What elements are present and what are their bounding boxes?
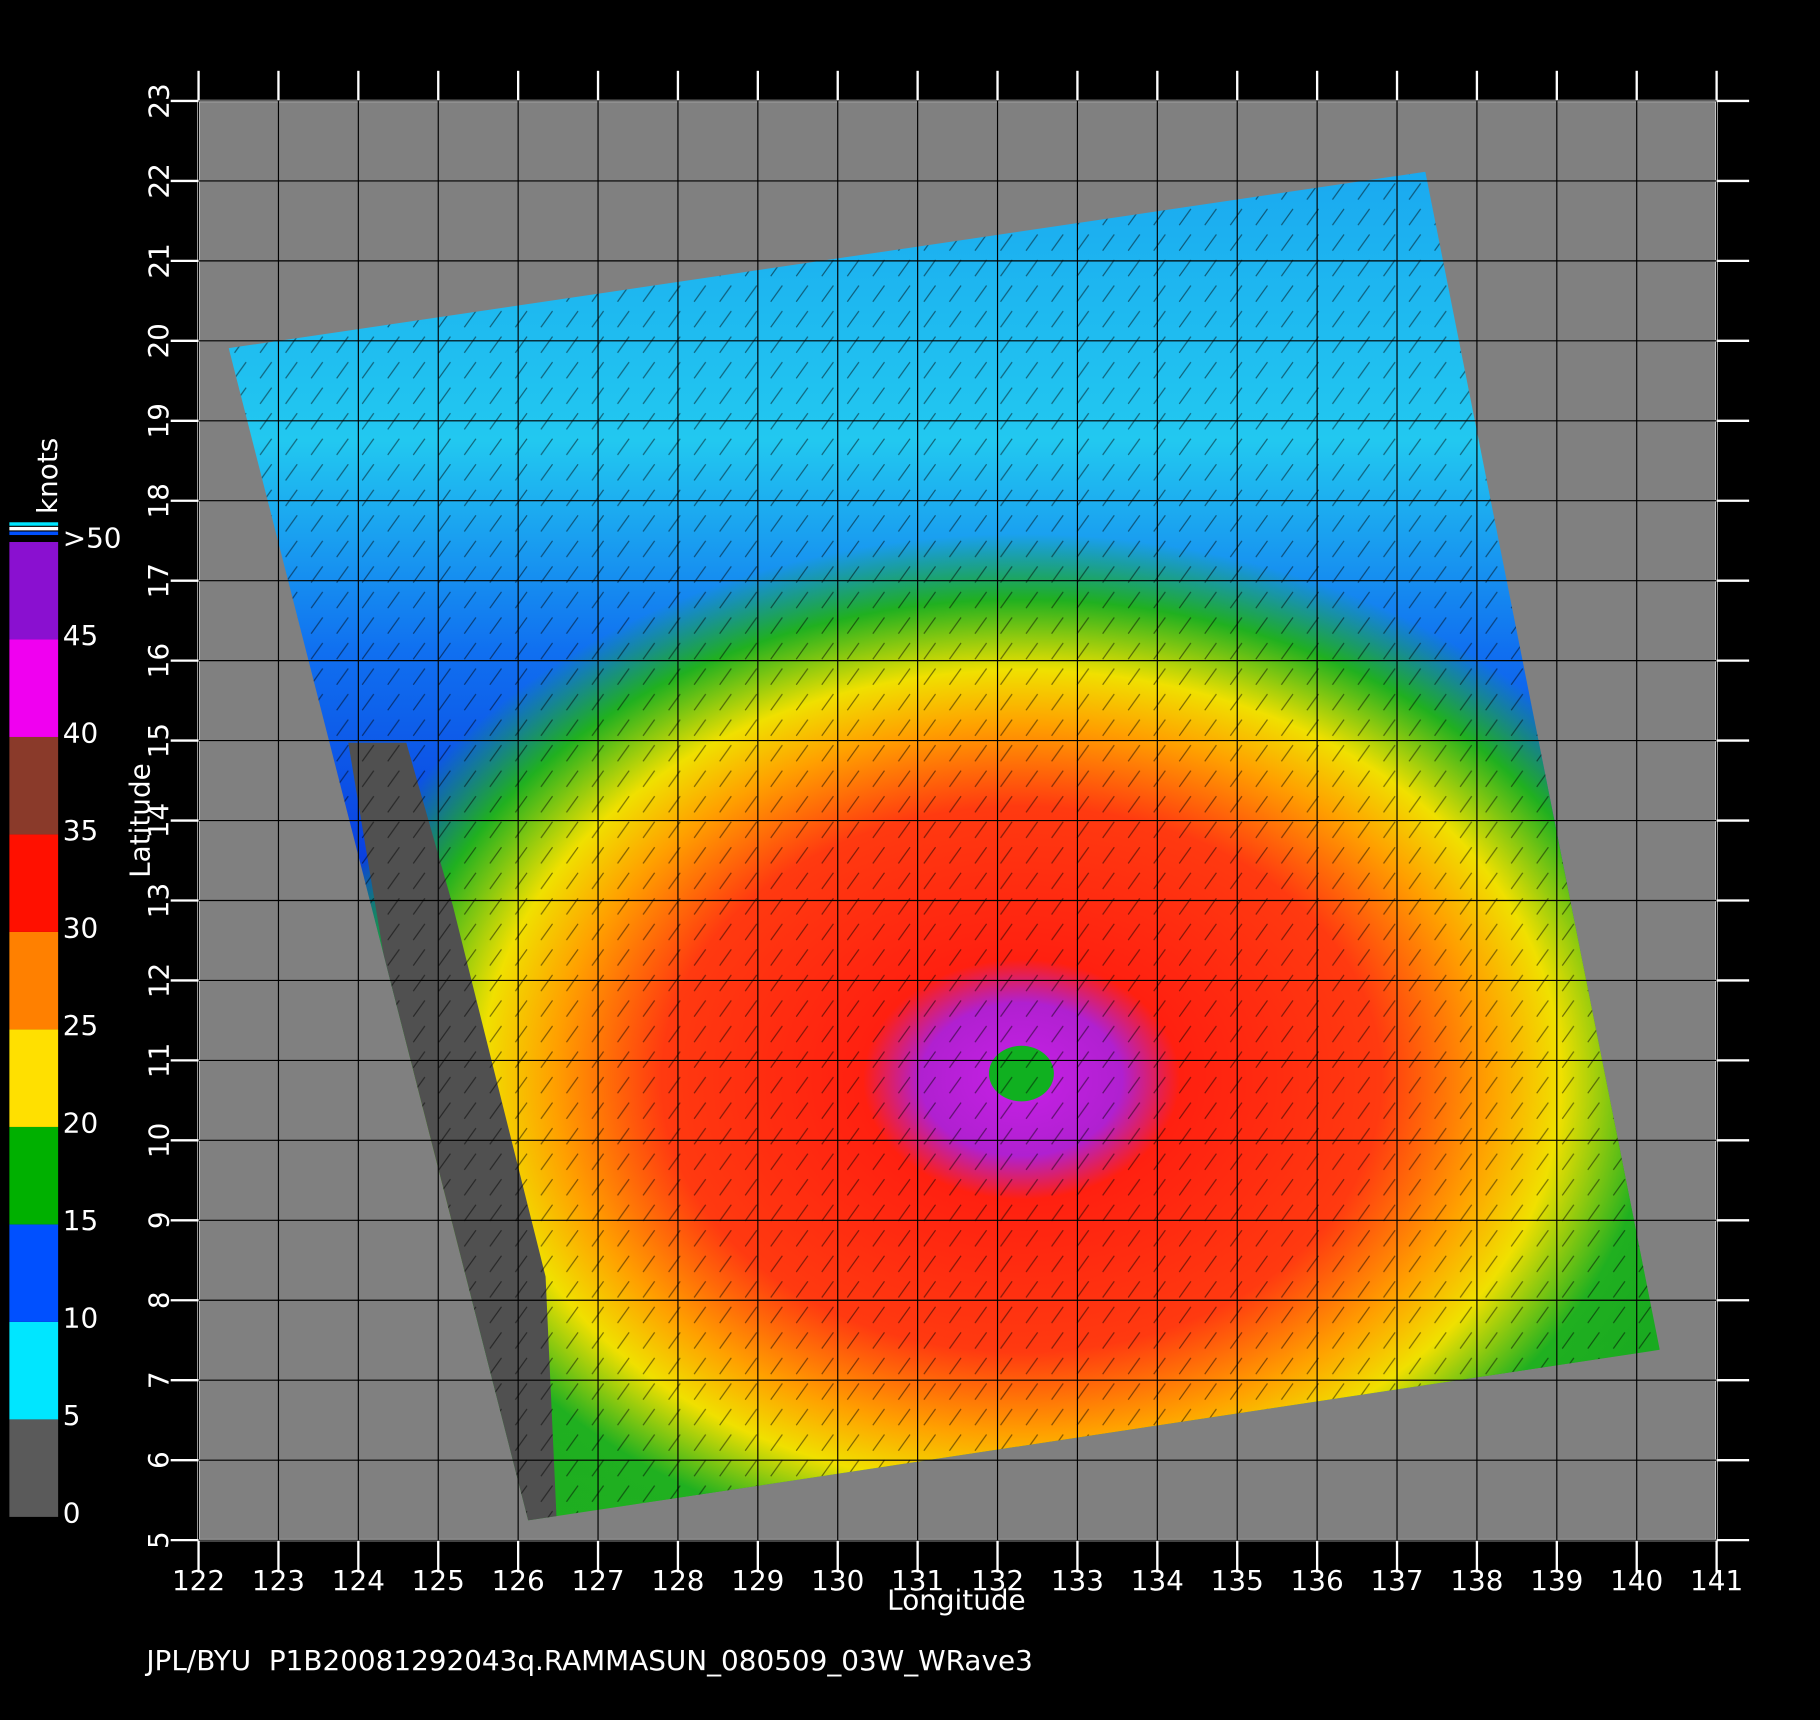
colorbar-label: 0 [63,1497,81,1530]
colorbar-label: 40 [63,717,98,750]
y-tick-label: 20 [142,323,175,358]
x-tick-label: 127 [571,1564,624,1597]
colorbar-cap [9,526,59,531]
x-tick-label: 129 [731,1564,784,1597]
colorbar-band [9,1029,59,1127]
x-tick-label: 128 [651,1564,704,1597]
colorbar-cap [9,522,59,526]
colorbar-label: 25 [63,1009,98,1042]
y-tick-label: 5 [142,1531,175,1549]
colorbar-label: 5 [63,1399,81,1432]
colorbar-title: knots [31,438,64,514]
colorbar-band [9,736,59,835]
y-tick-label: 19 [142,403,175,438]
colorbar-band [9,1321,59,1420]
y-tick-label: 13 [142,883,175,918]
colorbar-label: >50 [63,522,122,555]
y-tick-label: 11 [142,1043,175,1078]
colorbar-band [9,1224,59,1322]
y-tick-label: 21 [142,243,175,278]
x-tick-label: 135 [1211,1564,1264,1597]
x-tick-label: 134 [1131,1564,1184,1597]
y-tick-label: 16 [142,643,175,678]
y-tick-label: 9 [142,1211,175,1229]
colorbar-label: 15 [63,1204,98,1237]
footer: JPL/BYU P1B20081292043q.RAMMASUN_080509_… [144,1644,1032,1677]
x-tick-label: 139 [1530,1564,1583,1597]
x-tick-label: 130 [811,1564,864,1597]
x-tick-label: 136 [1291,1564,1344,1597]
colorbar-band [9,834,59,932]
y-axis-label: Latitude [124,763,157,878]
y-tick-label: 12 [142,963,175,998]
x-tick-label: 138 [1450,1564,1503,1597]
colorbar-label: 45 [63,619,98,652]
y-tick-label: 15 [142,723,175,758]
y-tick-label: 7 [142,1371,175,1389]
x-tick-label: 125 [412,1564,465,1597]
y-tick-label: 23 [142,83,175,118]
y-tick-label: 10 [142,1123,175,1158]
x-tick-label: 141 [1690,1564,1743,1597]
x-tick-label: 131 [891,1564,944,1597]
x-tick-label: 137 [1370,1564,1423,1597]
colorbar-band [9,541,59,640]
x-tick-label: 123 [252,1564,305,1597]
x-tick-label: 140 [1610,1564,1663,1597]
colorbar-label: 35 [63,814,98,847]
colorbar-band [9,1419,59,1517]
colorbar-label: 20 [63,1107,98,1140]
colorbar-band [9,639,59,737]
y-tick-label: 14 [142,803,175,838]
y-tick-label: 6 [142,1451,175,1469]
colorbar-label: 10 [63,1302,98,1335]
x-tick-label: 126 [492,1564,545,1597]
y-tick-label: 17 [142,563,175,598]
colorbar-cap [9,531,59,536]
x-axis-label: Longitude [887,1584,1026,1617]
x-tick-label: 124 [332,1564,385,1597]
colorbar-band [9,931,59,1030]
colorbar-band [9,1126,59,1225]
y-tick-label: 22 [142,163,175,198]
y-tick-label: 18 [142,483,175,518]
x-tick-label: 122 [172,1564,225,1597]
y-tick-label: 8 [142,1291,175,1309]
colorbar-label: 30 [63,912,98,945]
x-tick-label: 133 [1051,1564,1104,1597]
x-tick-label: 132 [971,1564,1024,1597]
